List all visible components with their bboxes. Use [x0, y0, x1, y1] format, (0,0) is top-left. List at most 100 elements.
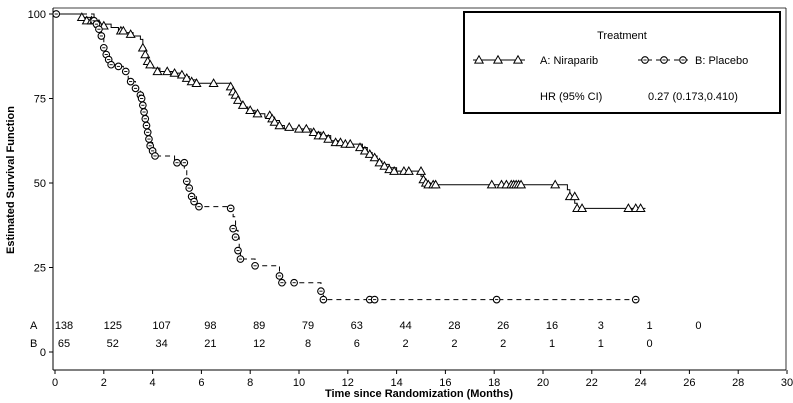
risk-count-b: 34 [155, 338, 167, 350]
legend-placebo-label: B: Placebo [695, 55, 748, 67]
legend: Treatment A: Niraparib B: Placebo HR (95… [463, 11, 781, 114]
x-tick-label: 4 [150, 377, 156, 389]
niraparib-censor-marker [576, 203, 588, 212]
niraparib-censor-marker [515, 179, 527, 189]
x-tick-label: 22 [586, 377, 598, 389]
niraparib-censor-marker [389, 165, 400, 175]
risk-count-a: 3 [598, 320, 604, 332]
x-tick-label: 20 [537, 377, 549, 389]
risk-count-a: 1 [647, 320, 653, 332]
niraparib-censor-marker [635, 203, 646, 212]
niraparib-censor-marker [403, 165, 414, 175]
risk-count-b: 2 [500, 338, 506, 350]
x-tick-label: 26 [683, 377, 695, 389]
niraparib-censor-marker [125, 29, 136, 38]
risk-count-a: 16 [546, 320, 558, 332]
risk-count-a: 44 [399, 320, 411, 332]
niraparib-censor-marker [323, 133, 334, 143]
y-tick-label: 0 [40, 347, 46, 359]
legend-niraparib-sample [473, 54, 525, 64]
niraparib-censor-marker [245, 105, 256, 114]
risk-count-a: 89 [253, 320, 265, 332]
legend-title: Treatment [597, 30, 647, 42]
hazard-ratio-label: HR (95% CI) [540, 91, 602, 103]
risk-count-b: 21 [204, 338, 216, 350]
risk-count-b: 2 [451, 338, 457, 350]
x-tick-label: 14 [390, 377, 402, 389]
niraparib-censor-marker [252, 108, 263, 118]
legend-niraparib-marker [492, 54, 504, 64]
hazard-ratio-value: 0.27 (0.173,0.410) [648, 91, 738, 103]
y-tick-label: 75 [34, 94, 46, 106]
niraparib-censor-marker [486, 179, 497, 189]
x-tick-label: 0 [52, 377, 58, 389]
niraparib-censor-marker [379, 160, 390, 170]
niraparib-censor-marker [274, 120, 285, 130]
risk-count-a: 28 [448, 320, 460, 332]
niraparib-censor-marker [569, 191, 580, 201]
risk-row-label-a: A [30, 320, 38, 332]
niraparib-censor-marker [308, 127, 319, 136]
niraparib-censor-marker [237, 100, 248, 109]
niraparib-censor-marker [364, 149, 375, 158]
risk-count-a: 125 [104, 320, 122, 332]
risk-count-a: 26 [497, 320, 509, 332]
risk-count-b: 1 [549, 338, 555, 350]
legend-niraparib-marker [473, 54, 485, 64]
niraparib-censor-marker [430, 179, 441, 189]
risk-count-b: 8 [305, 338, 311, 350]
x-tick-label: 2 [101, 377, 107, 389]
risk-count-a: 0 [695, 320, 701, 332]
niraparib-censor-marker [137, 42, 148, 52]
x-tick-label: 12 [342, 377, 354, 389]
risk-count-b: 52 [107, 338, 119, 350]
niraparib-censor-marker [232, 94, 244, 104]
risk-count-b: 2 [403, 338, 409, 350]
series-layer [52, 10, 646, 304]
risk-count-b: 1 [598, 338, 604, 350]
legend-niraparib-marker [512, 54, 524, 64]
niraparib-censor-marker [345, 138, 356, 148]
risk-count-a: 63 [351, 320, 363, 332]
risk-count-b: 6 [354, 338, 360, 350]
y-tick-label: 50 [34, 178, 46, 190]
y-tick-label: 25 [34, 263, 46, 275]
niraparib-censor-marker [140, 49, 151, 59]
niraparib-censor-marker [284, 122, 295, 131]
x-tick-label: 10 [293, 377, 305, 389]
niraparib-censor-marker [152, 66, 163, 76]
risk-row-label-b: B [30, 338, 37, 350]
risk-count-b: 0 [647, 338, 653, 350]
niraparib-censor-marker [181, 73, 192, 82]
niraparib-censor-marker [186, 76, 197, 86]
niraparib-censor-marker [359, 145, 370, 155]
niraparib-censor-marker [76, 12, 87, 22]
x-tick-label: 16 [439, 377, 451, 389]
x-tick-label: 28 [732, 377, 744, 389]
risk-count-a: 98 [204, 320, 216, 332]
x-axis-ticks: 0 2 4 6 8 10 12 14 16 18 20 22 24 26 28 30 [52, 370, 793, 389]
risk-count-b: 12 [253, 338, 265, 350]
niraparib-censor-marker [162, 66, 173, 76]
risk-count-b: 65 [58, 338, 70, 350]
niraparib-censor-marker [374, 157, 385, 167]
niraparib-censor-marker [118, 25, 129, 35]
niraparib-censor-marker [269, 116, 280, 126]
x-tick-label: 30 [781, 377, 793, 389]
x-tick-label: 8 [247, 377, 253, 389]
niraparib-censor-marker [415, 165, 427, 175]
niraparib-censor-marker [550, 179, 561, 189]
niraparib-censor-marker [335, 137, 346, 147]
niraparib-censor-marker [169, 67, 180, 77]
x-tick-label: 6 [198, 377, 204, 389]
niraparib-censor-marker [369, 152, 380, 162]
niraparib-censor-marker [354, 142, 366, 152]
niraparib-censor-marker [176, 69, 187, 79]
risk-count-a: 138 [55, 320, 73, 332]
niraparib-censor-marker [384, 164, 395, 174]
y-tick-label: 100 [28, 9, 46, 21]
y-axis-ticks: 0 25 50 75 100 [28, 9, 53, 359]
niraparib-censor-marker [623, 203, 634, 212]
